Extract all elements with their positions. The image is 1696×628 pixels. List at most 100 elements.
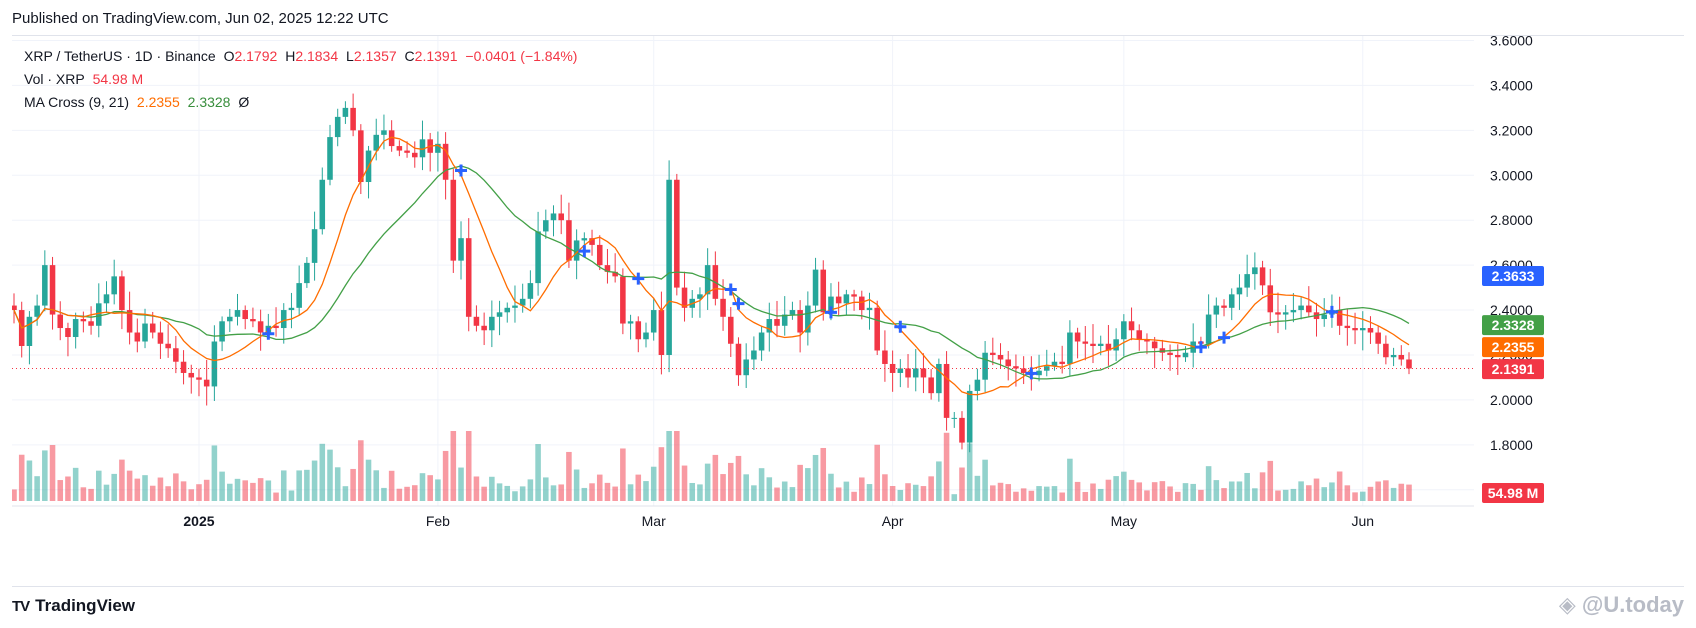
- candle-body[interactable]: [943, 363, 950, 418]
- candle-body[interactable]: [465, 238, 472, 317]
- candle-body[interactable]: [481, 325, 487, 331]
- candle-body[interactable]: [612, 271, 618, 277]
- candle-body[interactable]: [1236, 287, 1243, 295]
- candle-body[interactable]: [512, 305, 518, 308]
- candle-body[interactable]: [504, 307, 511, 313]
- candle-body[interactable]: [589, 238, 595, 245]
- candle-body[interactable]: [157, 332, 164, 344]
- candle-body[interactable]: [566, 220, 572, 261]
- candle-body[interactable]: [620, 276, 626, 324]
- candle-body[interactable]: [404, 150, 410, 153]
- candle-body[interactable]: [304, 262, 310, 284]
- candle-body[interactable]: [912, 368, 919, 378]
- candle-body[interactable]: [627, 321, 634, 324]
- candle-body[interactable]: [180, 361, 187, 373]
- candle-body[interactable]: [558, 213, 564, 221]
- candle-body[interactable]: [388, 130, 395, 147]
- candle-body[interactable]: [997, 354, 1004, 360]
- candle-body[interactable]: [774, 319, 780, 326]
- candle-body[interactable]: [1151, 341, 1158, 349]
- candle-body[interactable]: [581, 238, 588, 241]
- candle-body[interactable]: [88, 321, 94, 326]
- candle-body[interactable]: [227, 316, 233, 322]
- candle-body[interactable]: [111, 276, 117, 295]
- candle-body[interactable]: [1336, 310, 1343, 326]
- candle-body[interactable]: [874, 307, 880, 351]
- ma-cross-label[interactable]: MA Cross (9, 21): [24, 94, 130, 110]
- candle-body[interactable]: [1306, 305, 1312, 313]
- candle-body[interactable]: [442, 143, 449, 180]
- candle-body[interactable]: [26, 316, 33, 346]
- volume-label[interactable]: Vol · XRP: [24, 71, 85, 87]
- ma-cross-legend[interactable]: MA Cross (9, 21) 2.2355 2.3328 Ø: [24, 94, 253, 110]
- candle-body[interactable]: [280, 310, 287, 329]
- candle-body[interactable]: [49, 265, 56, 315]
- candle-body[interactable]: [358, 130, 364, 183]
- candle-body[interactable]: [1067, 332, 1073, 364]
- candle-body[interactable]: [311, 229, 318, 263]
- candle-body[interactable]: [473, 316, 480, 326]
- candle-body[interactable]: [1275, 312, 1281, 315]
- candle-body[interactable]: [859, 296, 865, 311]
- candle-body[interactable]: [1175, 354, 1181, 358]
- candle-body[interactable]: [1221, 305, 1227, 308]
- candle-body[interactable]: [419, 139, 426, 158]
- candle-body[interactable]: [1213, 305, 1220, 315]
- candle-body[interactable]: [843, 294, 850, 304]
- candle-body[interactable]: [96, 303, 102, 326]
- candle-body[interactable]: [211, 341, 218, 387]
- candle-body[interactable]: [373, 134, 380, 151]
- candle-body[interactable]: [257, 321, 264, 333]
- candle-body[interactable]: [735, 343, 742, 376]
- candle-body[interactable]: [1290, 310, 1297, 313]
- candle-body[interactable]: [573, 240, 580, 261]
- candle-body[interactable]: [1321, 314, 1327, 320]
- candle-body[interactable]: [34, 305, 40, 317]
- candle-body[interactable]: [234, 310, 241, 317]
- candle-body[interactable]: [820, 269, 827, 313]
- candle-body[interactable]: [411, 152, 418, 158]
- candle-body[interactable]: [897, 368, 904, 373]
- candle-body[interactable]: [866, 307, 873, 311]
- candle-body[interactable]: [835, 296, 842, 304]
- candle-body[interactable]: [758, 332, 765, 351]
- candle-body[interactable]: [1097, 343, 1104, 346]
- candle-body[interactable]: [319, 179, 326, 230]
- tradingview-logo[interactable]: TV TradingView: [12, 596, 135, 616]
- candle-body[interactable]: [1383, 343, 1389, 358]
- candle-body[interactable]: [1121, 321, 1127, 340]
- candle-body[interactable]: [42, 265, 48, 306]
- candle-body[interactable]: [951, 417, 958, 419]
- chart-frame[interactable]: 3.6000 3.4000 3.2000 3.0000 2.8000 2.6000 2.40…: [12, 35, 1684, 587]
- candle-body[interactable]: [743, 359, 749, 376]
- candle-body[interactable]: [134, 332, 141, 342]
- candle-body[interactable]: [1074, 332, 1081, 342]
- candle-body[interactable]: [1128, 321, 1135, 331]
- symbol-legend[interactable]: XRP / TetherUS · 1D · Binance O2.1792 H2…: [24, 48, 581, 64]
- candle-body[interactable]: [1005, 359, 1012, 367]
- candle-body[interactable]: [751, 350, 757, 360]
- candle-body[interactable]: [1252, 267, 1258, 275]
- candle-body[interactable]: [1020, 368, 1027, 373]
- candle-body[interactable]: [57, 314, 64, 329]
- candle-body[interactable]: [1367, 328, 1374, 333]
- candle-body[interactable]: [1090, 343, 1096, 346]
- candle-body[interactable]: [1182, 352, 1189, 358]
- candle-body[interactable]: [851, 294, 857, 297]
- candle-body[interactable]: [1059, 361, 1065, 364]
- candle-body[interactable]: [1375, 332, 1381, 344]
- candle-body[interactable]: [805, 305, 811, 333]
- candle-body[interactable]: [103, 294, 110, 304]
- candle-body[interactable]: [65, 328, 71, 338]
- candle-body[interactable]: [1298, 305, 1304, 311]
- candle-body[interactable]: [1144, 339, 1150, 342]
- candle-body[interactable]: [1167, 352, 1173, 355]
- candle-body[interactable]: [1113, 339, 1119, 351]
- candle-body[interactable]: [674, 179, 680, 288]
- candle-body[interactable]: [1344, 325, 1351, 329]
- candle-body[interactable]: [496, 312, 503, 317]
- candle-body[interactable]: [982, 352, 988, 380]
- candle-body[interactable]: [1136, 330, 1143, 340]
- candle-body[interactable]: [905, 368, 911, 378]
- candle-body[interactable]: [596, 244, 603, 266]
